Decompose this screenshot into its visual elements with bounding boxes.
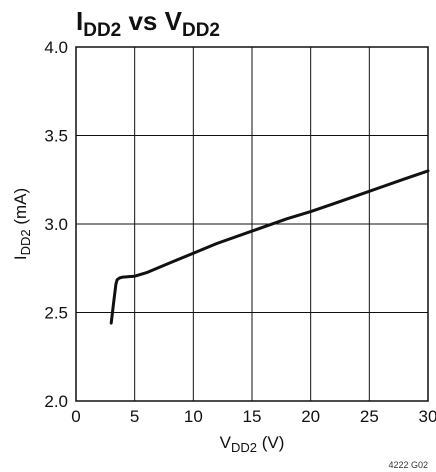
x-tick-label: 0 <box>71 407 80 426</box>
x-tick-label: 10 <box>184 407 203 426</box>
title-sub: DD2 <box>83 20 121 41</box>
series-line <box>109 169 430 325</box>
y-tick-labels: 2.0 2.5 3.0 3.5 4.0 <box>44 38 68 411</box>
y-tick-label: 2.5 <box>44 304 68 323</box>
chart-title: IDD2 vs VDD2 <box>76 6 220 41</box>
title-mid: vs V <box>121 6 182 36</box>
ylabel-sub: DD2 <box>18 229 33 255</box>
ylabel-main: I <box>11 255 30 260</box>
ylabel-rest: (mA) <box>11 188 30 230</box>
y-tick-label: 2.0 <box>44 392 68 411</box>
x-tick-label: 15 <box>243 407 262 426</box>
x-tick-label: 5 <box>130 407 139 426</box>
title-main: I <box>76 6 83 36</box>
x-tick-label: 20 <box>301 407 320 426</box>
title-sub2: DD2 <box>182 20 220 41</box>
figure-code: 4222 G02 <box>388 460 428 470</box>
y-axis-label: IDD2 (mA) <box>11 188 33 260</box>
plot-frame <box>75 46 429 402</box>
series-layer <box>109 169 430 325</box>
x-tick-label: 30 <box>419 407 436 426</box>
y-tick-label: 3.5 <box>44 127 68 146</box>
xlabel-main: V <box>220 433 232 452</box>
x-axis-label: VDD2 (V) <box>220 433 285 455</box>
y-tick-label: 3.0 <box>44 215 68 234</box>
grid <box>75 46 429 402</box>
x-tick-labels: 0 5 10 15 20 25 30 <box>71 407 436 426</box>
y-tick-label: 4.0 <box>44 38 68 57</box>
x-tick-label: 25 <box>360 407 379 426</box>
xlabel-sub: DD2 <box>231 440 257 455</box>
xlabel-rest: (V) <box>257 433 284 452</box>
